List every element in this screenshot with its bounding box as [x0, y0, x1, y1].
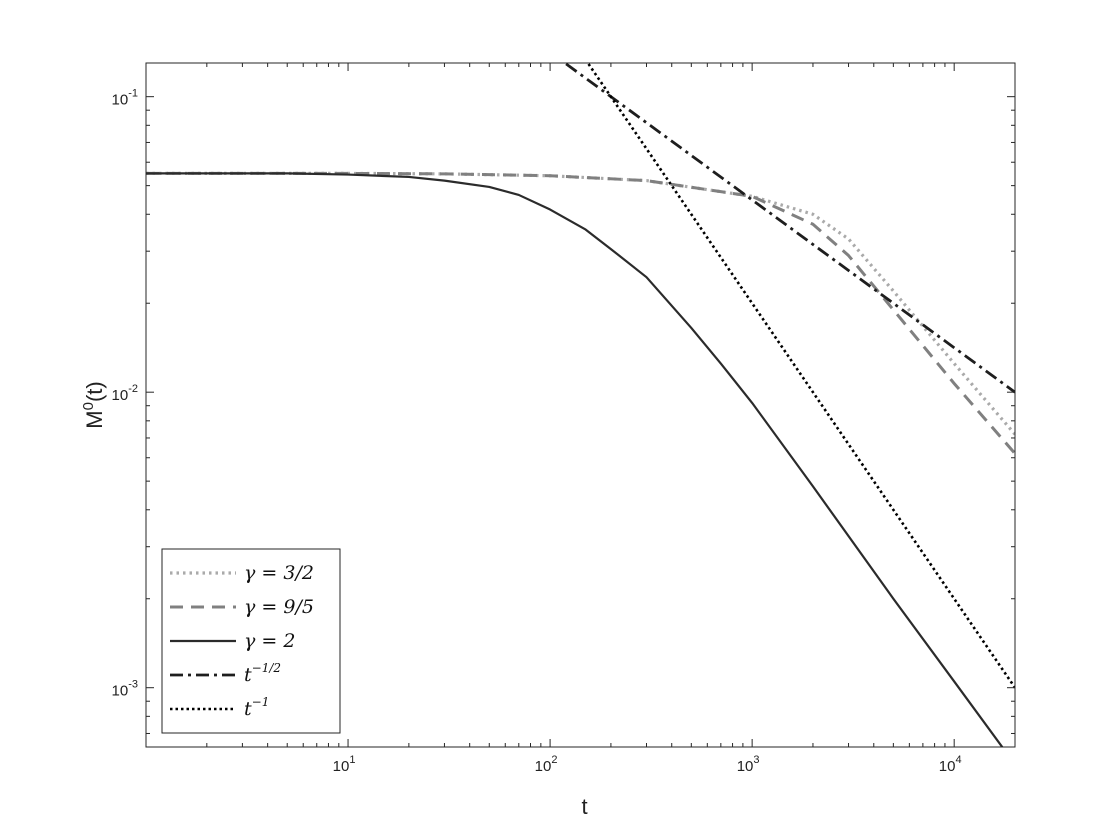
- legend-label-1: γ = 3/2: [244, 562, 314, 584]
- legend: γ = 3/2 γ = 9/5 γ = 2 t−1/2 t−1: [161, 548, 341, 734]
- series-line-3: [146, 172, 1004, 747]
- x-tick-label: 104: [939, 754, 962, 775]
- y-tick-label: 10-2: [112, 383, 138, 404]
- x-axis-title: t: [581, 794, 587, 819]
- series-line-2: [146, 171, 1015, 455]
- legend-label-3: γ = 2: [244, 630, 295, 652]
- x-tick-label: 103: [737, 754, 760, 775]
- x-tick-label: 102: [535, 754, 558, 775]
- y-tick-label: 10-3: [112, 679, 138, 700]
- legend-label-5: t−1: [244, 695, 269, 720]
- legend-label-4: t−1/2: [244, 661, 281, 686]
- series-line-4: [565, 63, 1015, 394]
- y-axis-title: M0(t): [80, 381, 107, 428]
- plot-frame: [145, 62, 1016, 748]
- legend-label-2: γ = 9/5: [244, 596, 314, 618]
- series-layer: [146, 63, 1015, 747]
- y-tick-label: 10-1: [112, 88, 138, 109]
- series-line-1: [146, 171, 1015, 436]
- axes-layer: 101 102 103 104 10-3 10-2 10-1 t M0(t): [80, 62, 1016, 819]
- x-tick-label: 101: [333, 754, 356, 775]
